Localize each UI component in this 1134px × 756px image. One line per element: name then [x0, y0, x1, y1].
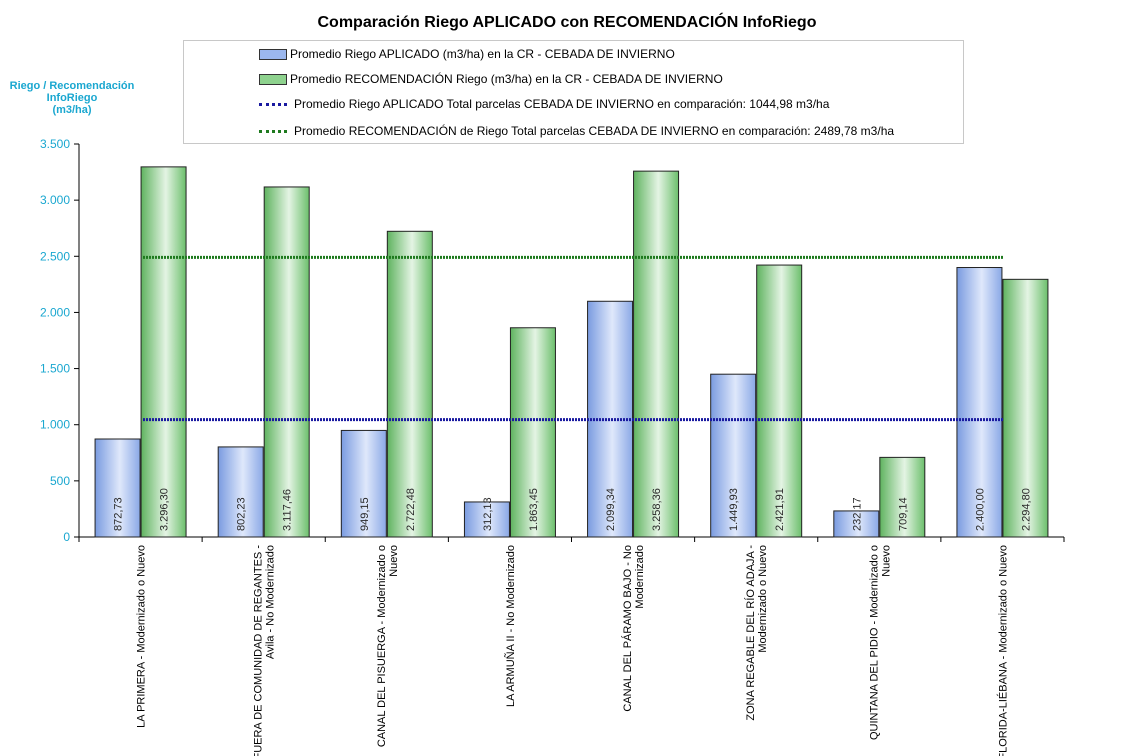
- data-label-applied: 232,17: [851, 497, 863, 531]
- legend-line-applied-average: [259, 102, 287, 106]
- data-label-recommended: 2.421,91: [774, 488, 786, 531]
- y-tick-label: 2.500: [40, 249, 70, 263]
- legend-label-recommended-average: Promedio RECOMENDACIÓN de Riego Total pa…: [294, 124, 895, 138]
- data-label-recommended: 3.258,36: [651, 488, 663, 531]
- y-axis-label-line-2: InfoRiego: [46, 92, 98, 104]
- bar-recommended: [509, 327, 556, 538]
- data-label-recommended: 3.296,30: [159, 488, 171, 531]
- bar-recommended: [879, 456, 926, 538]
- y-tick-label: 3.500: [40, 137, 70, 151]
- x-category-label-line: Modernizado: [634, 545, 646, 609]
- data-label-recommended: 3.117,46: [282, 489, 294, 531]
- y-tick-label: 0: [63, 530, 70, 544]
- legend-item-recommended: Promedio RECOMENDACIÓN Riego (m3/ha) en …: [184, 69, 723, 89]
- x-category-label-line: LA PRIMERA - Modernizado o Nuevo: [136, 545, 148, 728]
- legend-item-recommended-average: Promedio RECOMENDACIÓN de Riego Total pa…: [184, 121, 894, 141]
- x-category-label: CANAL DEL PÁRAMO BAJO - NoModernizado: [621, 545, 646, 712]
- y-axis-label-line-3: (m3/ha): [52, 104, 92, 116]
- x-category-label-line: Avila - No Modernizado: [265, 545, 277, 659]
- legend-item-applied: Promedio Riego APLICADO (m3/ha) en la CR…: [184, 44, 675, 64]
- legend: Promedio Riego APLICADO (m3/ha) en la CR…: [183, 40, 964, 144]
- legend-swatch-recommended: [259, 73, 287, 85]
- legend-label-recommended: Promedio RECOMENDACIÓN Riego (m3/ha) en …: [290, 72, 723, 86]
- bar-applied: [217, 446, 264, 538]
- x-category-label-line: CANAL DEL PISUERGA - Modernizado o: [376, 545, 388, 747]
- legend-label-applied-average: Promedio Riego APLICADO Total parcelas C…: [294, 97, 830, 111]
- x-category-label-line: Nuevo: [880, 545, 892, 577]
- x-category-label: CANAL DEL PISUERGA - Modernizado oNuevo: [376, 545, 400, 747]
- bar-applied: [833, 510, 880, 538]
- legend-label-applied: Promedio Riego APLICADO (m3/ha) en la CR…: [290, 47, 675, 61]
- bar-applied: [956, 267, 1003, 538]
- y-axis-label-line-1: Riego / Recomendación: [9, 80, 135, 92]
- bar-recommended: [1002, 278, 1049, 538]
- y-tick-label: 1.000: [40, 418, 70, 432]
- x-category-label: FLORIDA-LIÉBANA - Modernizado o Nuevo: [996, 545, 1009, 756]
- y-axis-label: Riego / Recomendación InfoRiego (m3/ha): [0, 80, 144, 116]
- data-label-applied: 949,15: [359, 497, 371, 531]
- data-label-applied: 312,13: [482, 497, 494, 531]
- x-category-label: LA PRIMERA - Modernizado o Nuevo: [136, 545, 148, 728]
- bar-applied: [463, 501, 510, 538]
- y-tick-label: 3.000: [40, 193, 70, 207]
- data-label-applied: 2.099,34: [605, 488, 617, 531]
- x-category-label: ZONA REGABLE DEL RÍO ADAJA -Modernizado …: [744, 545, 769, 721]
- legend-swatch-applied: [259, 48, 287, 60]
- x-category-label: FUERA DE COMUNIDAD DE REGANTES -Avila - …: [253, 545, 277, 756]
- x-category-label-line: Modernizado o Nuevo: [757, 545, 769, 653]
- data-label-applied: 2.400,00: [974, 488, 986, 531]
- bar-recommended: [263, 186, 310, 538]
- bar-recommended: [756, 264, 803, 538]
- x-category-label-line: FUERA DE COMUNIDAD DE REGANTES -: [253, 545, 265, 756]
- x-category-label: LA ARMUÑA II - No Modernizado: [504, 545, 517, 707]
- data-label-applied: 1.449,93: [728, 488, 740, 531]
- bar-applied: [710, 373, 757, 538]
- y-tick-label: 500: [50, 474, 70, 488]
- y-tick-label: 2.000: [40, 305, 70, 319]
- bar-recommended: [633, 170, 680, 538]
- y-tick-label: 1.500: [40, 362, 70, 376]
- legend-item-applied-average: Promedio Riego APLICADO Total parcelas C…: [184, 94, 829, 114]
- bar-applied: [340, 429, 387, 538]
- data-label-recommended: 2.294,80: [1020, 488, 1032, 531]
- bar-applied: [94, 438, 141, 538]
- x-category-label-line: QUINTANA DEL PIDIO - Modernizado o: [868, 545, 880, 740]
- x-category-label-line: FLORIDA-LIÉBANA - Modernizado o Nuevo: [996, 545, 1009, 756]
- x-category-label-line: ZONA REGABLE DEL RÍO ADAJA -: [744, 545, 757, 721]
- bar-recommended: [386, 230, 433, 538]
- x-category-label-line: CANAL DEL PÁRAMO BAJO - No: [621, 545, 634, 712]
- x-category-label-line: LA ARMUÑA II - No Modernizado: [504, 545, 517, 707]
- data-label-applied: 802,23: [236, 497, 248, 531]
- x-category-label-line: Nuevo: [388, 545, 400, 577]
- bar-applied: [587, 300, 634, 538]
- data-label-recommended: 1.863,45: [528, 488, 540, 531]
- chart-title: Comparación Riego APLICADO con RECOMENDA…: [317, 14, 817, 31]
- data-label-applied: 872,73: [113, 497, 125, 531]
- data-label-recommended: 2.722,48: [405, 488, 417, 531]
- legend-line-recommended-average: [259, 129, 287, 133]
- bar-recommended: [140, 166, 187, 538]
- data-label-recommended: 709,14: [897, 497, 909, 531]
- x-category-label: QUINTANA DEL PIDIO - Modernizado oNuevo: [868, 545, 892, 740]
